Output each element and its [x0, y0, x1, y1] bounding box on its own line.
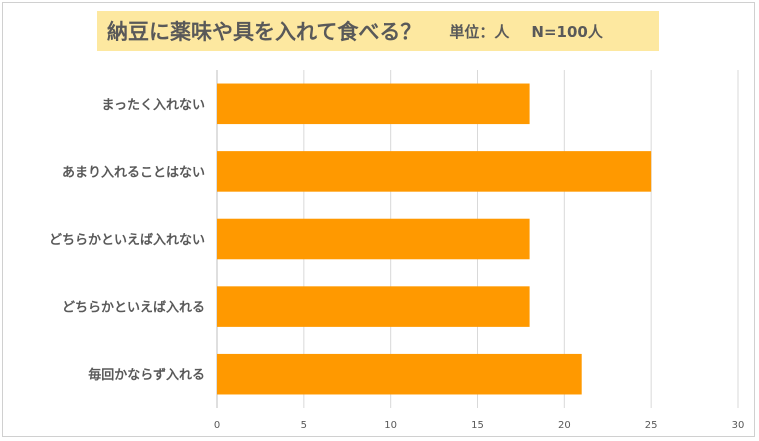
x-tick-label: 10	[384, 420, 397, 431]
bar	[217, 353, 582, 395]
chart-sample-label: N=100人	[531, 22, 603, 41]
x-tick-label: 25	[645, 420, 658, 431]
bar	[217, 83, 530, 125]
chart-title-box: 納豆に薬味や具を入れて食べる？ 単位：人 N=100人	[97, 11, 659, 51]
x-tick-label: 30	[732, 420, 745, 431]
chart-title: 納豆に薬味や具を入れて食べる？	[107, 20, 422, 44]
category-label: どちらかといえば入れない	[49, 233, 205, 248]
category-label: どちらかといえば入れる	[62, 301, 205, 316]
x-tick-label: 5	[301, 420, 307, 431]
chart-unit-label: 単位：人	[449, 22, 510, 41]
x-tick-label: 15	[471, 420, 484, 431]
x-tick-label: 0	[214, 420, 220, 431]
bar	[217, 286, 530, 327]
category-label: 毎回かならず入れる	[88, 367, 205, 383]
x-tick-label: 20	[558, 420, 571, 431]
category-label: あまり入れることはない	[62, 165, 205, 180]
category-label: まったく入れない	[102, 98, 205, 113]
bar	[217, 218, 530, 260]
bar	[217, 151, 652, 192]
